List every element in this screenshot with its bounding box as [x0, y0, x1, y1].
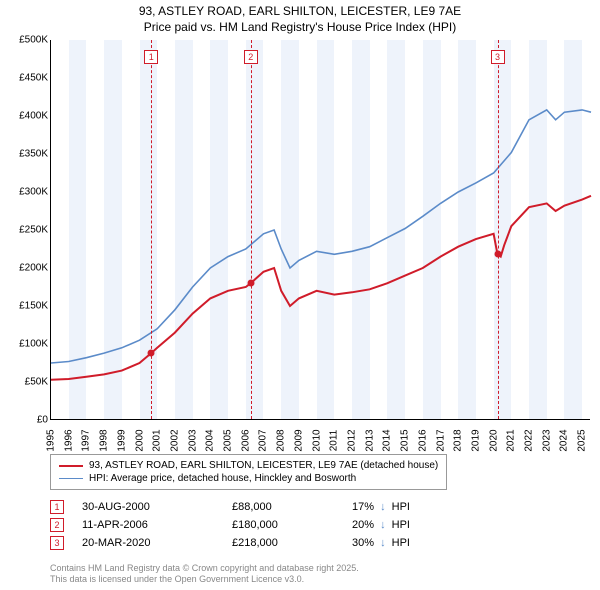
marker-line	[498, 40, 499, 419]
marker-line	[151, 40, 152, 419]
legend-swatch	[59, 478, 83, 479]
x-axis-label: 2007	[258, 429, 269, 451]
table-row: 2 11-APR-2006£180,00020% ↓ HPI	[50, 516, 410, 534]
marker-label: 3	[491, 50, 505, 64]
x-axis-label: 2025	[577, 429, 588, 451]
series-line-red	[51, 196, 591, 380]
y-axis-label: £200K	[19, 263, 51, 274]
x-axis-label: 2022	[524, 429, 535, 451]
y-axis-label: £150K	[19, 301, 51, 312]
x-axis-label: 2004	[205, 429, 216, 451]
sale-date: 20-MAR-2020	[82, 537, 232, 549]
sales-table: 1 30-AUG-2000£88,00017% ↓ HPI 2 11-APR-2006…	[50, 498, 410, 552]
sale-price: £88,000	[232, 501, 352, 513]
y-axis-label: £400K	[19, 111, 51, 122]
y-axis-label: £300K	[19, 187, 51, 198]
x-axis-label: 2002	[169, 429, 180, 451]
title-line-2: Price paid vs. HM Land Registry's House …	[144, 20, 456, 34]
x-axis-label: 2001	[152, 429, 163, 451]
row-marker: 2	[50, 518, 64, 532]
x-axis-label: 2003	[187, 429, 198, 451]
sale-point	[148, 350, 155, 357]
marker-line	[251, 40, 252, 419]
x-axis-label: 2005	[223, 429, 234, 451]
title-line-1: 93, ASTLEY ROAD, EARL SHILTON, LEICESTER…	[139, 4, 461, 18]
x-axis-label: 2000	[134, 429, 145, 451]
table-row: 3 20-MAR-2020£218,00030% ↓ HPI	[50, 534, 410, 552]
x-axis-label: 2024	[559, 429, 570, 451]
x-axis-label: 1998	[99, 429, 110, 451]
x-axis-label: 2016	[417, 429, 428, 451]
footer-line-1: Contains HM Land Registry data © Crown c…	[50, 563, 359, 573]
sale-date: 30-AUG-2000	[82, 501, 232, 513]
x-axis-label: 2019	[470, 429, 481, 451]
y-axis-label: £350K	[19, 149, 51, 160]
chart-title: 93, ASTLEY ROAD, EARL SHILTON, LEICESTER…	[0, 0, 600, 35]
hpi-diff: 20% ↓ HPI	[352, 519, 410, 531]
legend-label: 93, ASTLEY ROAD, EARL SHILTON, LEICESTER…	[89, 460, 438, 471]
x-axis-label: 2023	[541, 429, 552, 451]
y-axis-label: £100K	[19, 339, 51, 350]
marker-label: 1	[144, 50, 158, 64]
y-axis-label: £250K	[19, 225, 51, 236]
x-axis-label: 2018	[453, 429, 464, 451]
x-axis-label: 2010	[311, 429, 322, 451]
x-axis-label: 2017	[435, 429, 446, 451]
x-axis-label: 2011	[329, 430, 340, 452]
sale-price: £180,000	[232, 519, 352, 531]
y-axis-label: £450K	[19, 73, 51, 84]
chart-container: 93, ASTLEY ROAD, EARL SHILTON, LEICESTER…	[0, 0, 600, 590]
legend-item: 93, ASTLEY ROAD, EARL SHILTON, LEICESTER…	[59, 459, 438, 472]
row-marker: 1	[50, 500, 64, 514]
x-axis-label: 2020	[488, 429, 499, 451]
legend-box: 93, ASTLEY ROAD, EARL SHILTON, LEICESTER…	[50, 454, 447, 490]
sale-point	[247, 280, 254, 287]
sale-point	[494, 251, 501, 258]
hpi-diff: 17% ↓ HPI	[352, 501, 410, 513]
down-arrow-icon: ↓	[380, 519, 386, 531]
sale-date: 11-APR-2006	[82, 519, 232, 531]
down-arrow-icon: ↓	[380, 537, 386, 549]
y-axis-label: £500K	[19, 35, 51, 46]
footer-line-2: This data is licensed under the Open Gov…	[50, 574, 304, 584]
x-axis-label: 1995	[46, 429, 57, 451]
x-axis-label: 2013	[364, 429, 375, 451]
x-axis-label: 2006	[240, 429, 251, 451]
legend-item: HPI: Average price, detached house, Hinc…	[59, 472, 438, 485]
hpi-diff: 30% ↓ HPI	[352, 537, 410, 549]
legend-label: HPI: Average price, detached house, Hinc…	[89, 473, 356, 484]
series-line-blue	[51, 110, 591, 363]
table-row: 1 30-AUG-2000£88,00017% ↓ HPI	[50, 498, 410, 516]
legend-swatch	[59, 465, 83, 467]
x-axis-label: 1997	[81, 429, 92, 451]
marker-label: 2	[244, 50, 258, 64]
x-axis-label: 2021	[506, 429, 517, 451]
x-axis-label: 2014	[382, 429, 393, 451]
x-axis-label: 2012	[346, 429, 357, 451]
footer-attribution: Contains HM Land Registry data © Crown c…	[50, 563, 359, 586]
y-axis-label: £0	[37, 415, 51, 426]
x-axis-label: 2015	[400, 429, 411, 451]
down-arrow-icon: ↓	[380, 501, 386, 513]
x-axis-label: 1999	[116, 429, 127, 451]
x-axis-label: 2009	[293, 429, 304, 451]
row-marker: 3	[50, 536, 64, 550]
chart-lines-svg	[51, 40, 590, 419]
x-axis-label: 2008	[276, 429, 287, 451]
sale-price: £218,000	[232, 537, 352, 549]
y-axis-label: £50K	[25, 377, 51, 388]
x-axis-label: 1996	[63, 429, 74, 451]
chart-plot-area: £0£50K£100K£150K£200K£250K£300K£350K£400…	[50, 40, 590, 420]
